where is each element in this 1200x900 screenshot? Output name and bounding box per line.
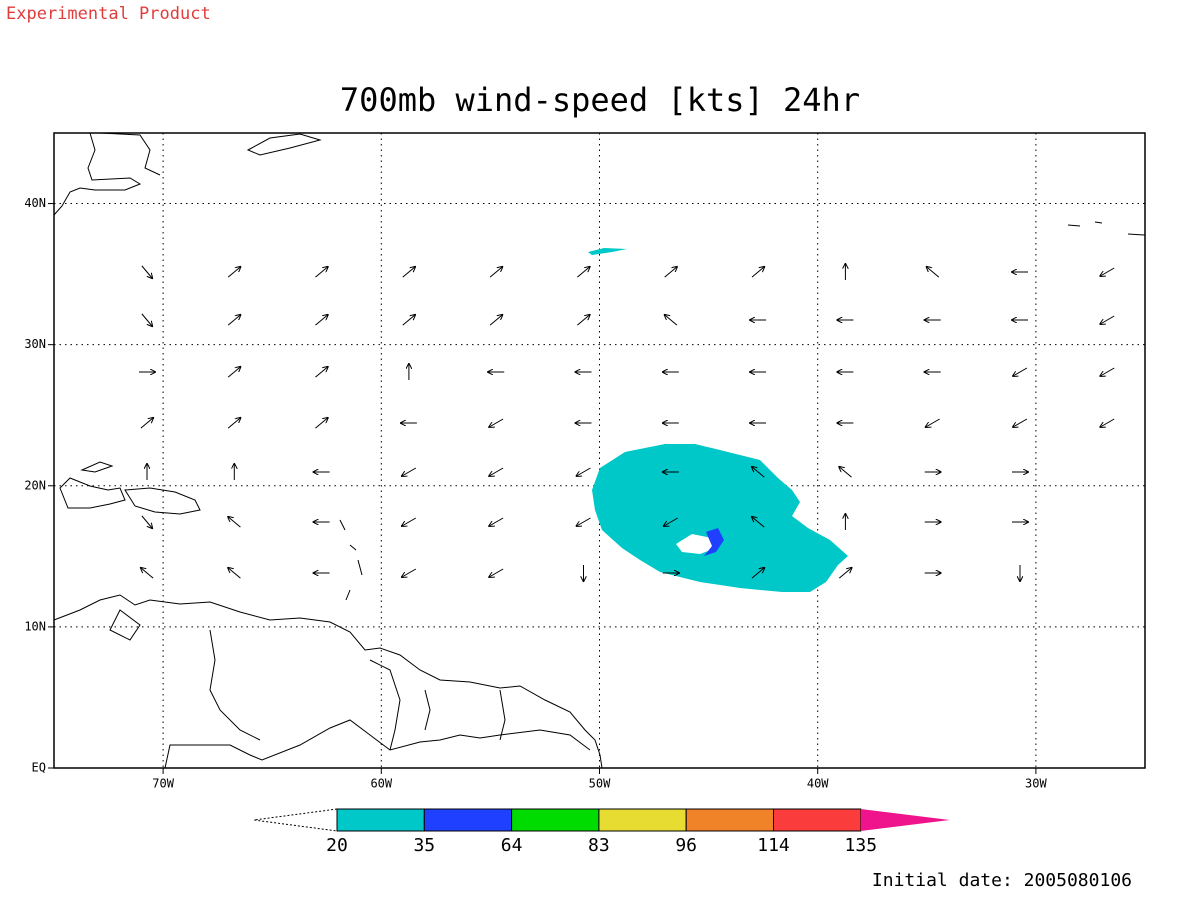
colorbar-over bbox=[860, 809, 950, 831]
wind-arrow bbox=[577, 267, 589, 278]
wind-arrow bbox=[402, 568, 417, 577]
wind-arrow bbox=[489, 267, 502, 278]
wind-arrow bbox=[489, 517, 504, 526]
coastlines bbox=[53, 132, 1146, 769]
wind-arrow bbox=[1013, 367, 1028, 376]
axes: 70W 60W 50W 40W 30W EQ 10N 20N 30N 40N bbox=[24, 196, 1047, 790]
colorbar-bin bbox=[336, 808, 425, 832]
initial-date: Initial date: 2005080106 bbox=[872, 870, 1132, 891]
wind-arrow bbox=[227, 267, 240, 278]
wind-arrow bbox=[577, 315, 589, 326]
wind-arrow bbox=[926, 418, 940, 427]
wind-arrow bbox=[141, 515, 152, 528]
y-tick-label: 30N bbox=[24, 337, 46, 351]
colorbar-label: 114 bbox=[757, 835, 790, 856]
colorbar-label: 64 bbox=[501, 835, 523, 856]
wind-arrow bbox=[141, 313, 152, 326]
wind-arrow bbox=[665, 315, 678, 326]
wind-arrow bbox=[752, 517, 765, 528]
colorbar-bin bbox=[685, 808, 775, 832]
colorbar-label: 135 bbox=[845, 835, 878, 856]
colorbar-bin bbox=[511, 808, 600, 832]
wind-shading-core bbox=[704, 528, 724, 556]
wind-arrow bbox=[1013, 418, 1028, 427]
wind-arrow bbox=[228, 517, 241, 528]
wind-arrow bbox=[664, 517, 678, 526]
x-tick-label: 30W bbox=[1025, 777, 1047, 791]
x-tick-label: 60W bbox=[370, 777, 392, 791]
colorbar-label: 20 bbox=[326, 835, 348, 856]
wind-arrow bbox=[315, 418, 327, 429]
wind-arrow bbox=[927, 267, 940, 278]
wind-arrow bbox=[402, 467, 417, 476]
wind-arrow bbox=[577, 517, 591, 526]
wind-arrow bbox=[664, 267, 677, 278]
wind-arrow bbox=[315, 267, 327, 278]
colorbar-label: 96 bbox=[675, 835, 697, 856]
wind-arrow bbox=[489, 568, 504, 577]
colorbar-label: 35 bbox=[413, 835, 435, 856]
wind-arrow bbox=[140, 418, 153, 429]
wind-arrow bbox=[1100, 267, 1115, 276]
y-tick-label: 40N bbox=[24, 196, 46, 210]
wind-arrow bbox=[1100, 315, 1115, 324]
wind-arrow bbox=[752, 467, 765, 478]
colorbar-bin bbox=[598, 808, 687, 832]
wind-arrow bbox=[402, 517, 417, 526]
x-tick-label: 70W bbox=[152, 777, 174, 791]
wind-arrow bbox=[141, 568, 154, 579]
wind-arrow bbox=[402, 315, 415, 326]
wind-shading-patch bbox=[588, 248, 627, 255]
wind-arrow bbox=[402, 267, 415, 278]
y-tick-label: 20N bbox=[24, 478, 46, 492]
colorbar-bin bbox=[423, 808, 513, 832]
wind-arrow bbox=[227, 418, 240, 429]
wind-arrow bbox=[489, 467, 504, 476]
wind-arrow bbox=[315, 367, 327, 378]
wind-arrow bbox=[1100, 418, 1115, 427]
colorbar: 20 35 64 83 96 114 135 bbox=[253, 808, 950, 856]
wind-arrow bbox=[751, 267, 764, 278]
wind-arrow bbox=[227, 315, 240, 326]
note: Experimental Product bbox=[6, 4, 211, 24]
wind-arrow bbox=[838, 568, 851, 579]
map-title: 700mb wind-speed [kts] 24hr bbox=[340, 81, 860, 119]
wind-arrow bbox=[577, 467, 591, 476]
wind-arrow bbox=[315, 315, 327, 326]
y-tick-label: EQ bbox=[32, 761, 46, 775]
wind-arrow bbox=[489, 315, 502, 326]
colorbar-bin bbox=[773, 808, 862, 832]
x-tick-label: 50W bbox=[589, 777, 611, 791]
wind-arrow bbox=[751, 568, 764, 579]
x-tick-label: 40W bbox=[807, 777, 829, 791]
wind-arrow bbox=[839, 467, 852, 478]
wind-arrow bbox=[489, 418, 504, 427]
wind-vectors bbox=[139, 264, 1115, 581]
wind-arrow bbox=[141, 265, 152, 278]
y-tick-label: 10N bbox=[24, 619, 46, 633]
wind-arrow bbox=[1100, 367, 1115, 376]
colorbar-label: 83 bbox=[588, 835, 610, 856]
wind-shading bbox=[592, 444, 848, 592]
wind-arrow bbox=[228, 568, 241, 579]
wind-arrow bbox=[227, 367, 240, 378]
